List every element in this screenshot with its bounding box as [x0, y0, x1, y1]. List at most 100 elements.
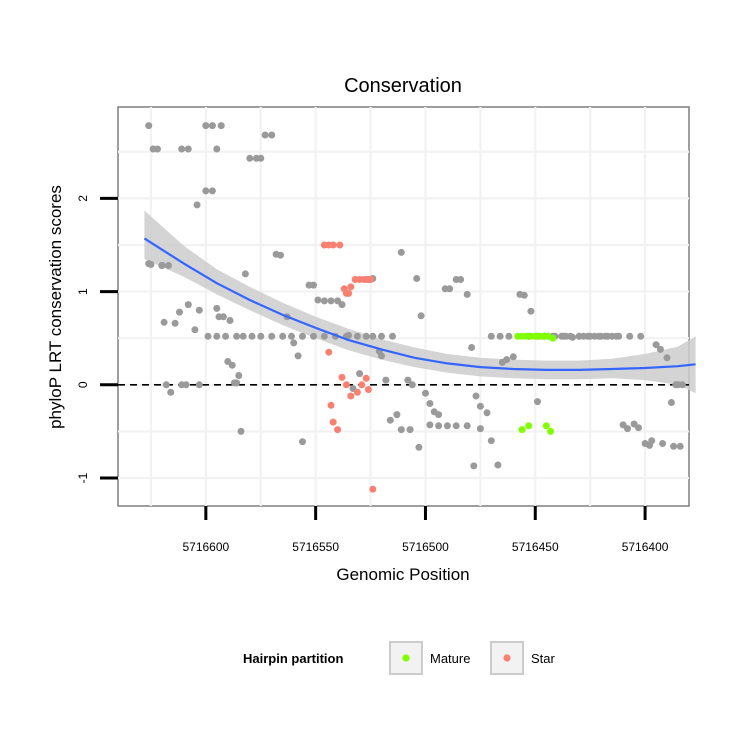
- point-other: [406, 426, 414, 434]
- point-other: [257, 154, 265, 162]
- point-other: [476, 402, 484, 410]
- y-axis-title: phyloP LRT conservation scores: [46, 185, 65, 429]
- point-star: [342, 381, 350, 389]
- point-other: [413, 275, 421, 282]
- y-tick-label: 1: [76, 288, 90, 295]
- x-tick-label: 5716550: [292, 540, 339, 554]
- point-star: [367, 276, 375, 283]
- point-other: [656, 345, 664, 353]
- point-star: [364, 386, 372, 393]
- point-other: [314, 296, 322, 304]
- point-other: [417, 312, 425, 320]
- point-other: [154, 145, 161, 153]
- point-other: [237, 427, 245, 435]
- point-other: [213, 145, 221, 153]
- point-other: [595, 332, 603, 340]
- point-other: [426, 421, 434, 429]
- point-star: [327, 401, 335, 409]
- point-other: [204, 332, 212, 340]
- point-other: [443, 422, 451, 430]
- grid-lines: [118, 107, 689, 506]
- point-star: [329, 241, 337, 249]
- point-other: [320, 297, 328, 305]
- point-other: [378, 352, 385, 360]
- point-other: [320, 332, 328, 340]
- point-other: [452, 422, 460, 430]
- point-other: [213, 332, 221, 340]
- point-star: [345, 289, 353, 297]
- point-other: [483, 409, 491, 417]
- point-other: [248, 332, 256, 340]
- point-other: [241, 270, 249, 278]
- smooth-line-group: [143, 237, 696, 371]
- point-other: [404, 376, 412, 384]
- x-axis: 5716600 5716550 5716500 5716450 5716400: [182, 506, 669, 554]
- point-other: [463, 422, 471, 430]
- point-other: [663, 354, 671, 362]
- x-tick-label: 5716400: [622, 540, 669, 554]
- point-other: [389, 332, 396, 340]
- point-other: [167, 388, 175, 396]
- point-other: [615, 332, 623, 340]
- point-other: [193, 201, 201, 209]
- point-other: [386, 416, 394, 424]
- point-other: [268, 131, 276, 139]
- point-other: [494, 461, 502, 469]
- point-other: [290, 339, 298, 347]
- point-other: [327, 297, 335, 305]
- point-other: [369, 332, 377, 340]
- smooth-line: [143, 237, 696, 371]
- point-other: [652, 341, 660, 349]
- point-other: [505, 332, 513, 340]
- legend: Hairpin partition Mature Star: [243, 641, 556, 675]
- point-other: [213, 304, 221, 312]
- point-other: [277, 251, 284, 259]
- point-other: [534, 398, 541, 406]
- points-group: [145, 122, 686, 493]
- x-tick-label: 5716600: [182, 540, 229, 554]
- point-star: [369, 485, 377, 493]
- point-other: [527, 307, 535, 315]
- legend-dot-star: [503, 654, 511, 662]
- point-other: [299, 438, 306, 446]
- plot-panel: [117, 106, 690, 507]
- point-other: [356, 370, 364, 378]
- point-other: [446, 285, 454, 293]
- point-other: [509, 353, 517, 361]
- point-other: [584, 332, 592, 340]
- point-other: [397, 248, 405, 256]
- point-other: [496, 332, 504, 340]
- point-other: [184, 301, 192, 309]
- point-other: [147, 261, 155, 268]
- point-other: [228, 361, 236, 369]
- point-other: [171, 319, 179, 327]
- point-other: [176, 308, 183, 316]
- point-other: [288, 332, 295, 340]
- point-other: [261, 131, 269, 139]
- legend-label-star: Star: [531, 651, 556, 666]
- legend-dot-mature: [402, 654, 410, 662]
- point-mature: [518, 426, 526, 434]
- point-other: [338, 301, 346, 309]
- point-other: [202, 122, 210, 130]
- point-other: [233, 332, 241, 340]
- point-other: [415, 443, 423, 451]
- point-other: [468, 344, 476, 351]
- point-other: [635, 424, 642, 432]
- point-other: [208, 122, 216, 130]
- point-other: [487, 332, 495, 340]
- point-other: [659, 440, 667, 447]
- point-other: [246, 154, 254, 162]
- point-other: [160, 318, 168, 326]
- point-other: [463, 290, 471, 298]
- point-other: [222, 332, 230, 340]
- point-other: [362, 332, 370, 340]
- point-other: [178, 145, 186, 153]
- point-other: [279, 332, 287, 340]
- point-other: [626, 332, 634, 340]
- point-other: [487, 437, 495, 445]
- point-star: [358, 381, 366, 389]
- point-other: [397, 426, 405, 434]
- point-mature: [542, 422, 550, 430]
